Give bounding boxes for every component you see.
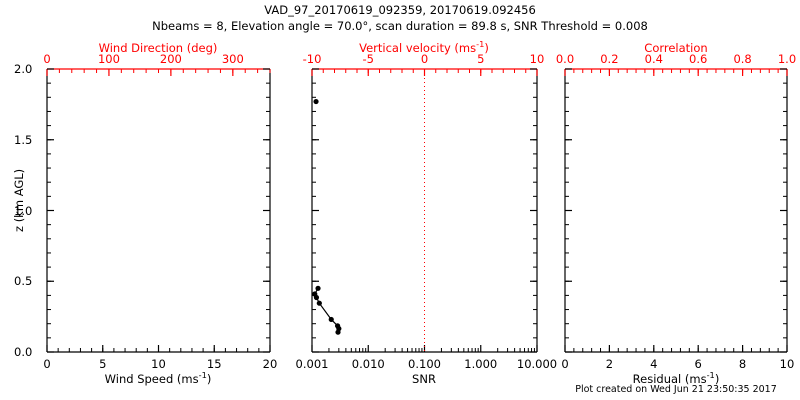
panel-3-xtick-5: 10 xyxy=(779,357,795,371)
panel-1-xtick-1: 5 xyxy=(99,357,107,371)
ytick-4: 2.0 xyxy=(14,62,33,76)
panel-3-top-xtick-4: 0.8 xyxy=(733,52,752,66)
ytick-2: 1.0 xyxy=(14,203,33,218)
panel2-top-xlabel-base: Vertical velocity (ms xyxy=(359,41,477,55)
panel-3-xtick-2: 4 xyxy=(650,357,658,371)
panel-1-bottom-ticks xyxy=(46,345,271,352)
panel-3-top-xtick-2: 0.4 xyxy=(644,52,663,66)
panel2-bottom-axis-label: SNR xyxy=(412,372,436,386)
panel-1-frame xyxy=(46,68,271,353)
panel-1-top-xtick-0: 0 xyxy=(43,52,51,66)
panel-1-xtick-0: 0 xyxy=(43,357,51,371)
panel1-xlabel-exponent: -1 xyxy=(198,370,207,381)
panel-1-top-xtick-2: 200 xyxy=(159,52,182,66)
panel-1-xtick-3: 15 xyxy=(206,357,222,371)
panel-2-xtick-4: 10.000 xyxy=(516,357,558,371)
panel1-top-axis-label: Wind Direction (deg) xyxy=(98,41,218,55)
panel-3-xtick-0: 0 xyxy=(561,357,569,371)
panel-2-top-xtick-0: -10 xyxy=(302,52,322,66)
panel2-top-xlabel-exponent: -1 xyxy=(476,39,485,50)
panel3-xlabel-base: Residual (ms xyxy=(632,372,707,386)
panel-2-xtick-2: 0.100 xyxy=(408,357,441,371)
panel-3-xtick-4: 8 xyxy=(738,357,747,371)
panel-2-data-point xyxy=(313,98,319,105)
panel2-top-axis-label: Vertical velocity (ms-1) xyxy=(359,39,489,55)
panel-2-top-xtick-1: -5 xyxy=(362,52,374,66)
panel1-bottom-axis-label: Wind Speed (ms-1) xyxy=(104,370,212,386)
panel-1-xtick-4: 20 xyxy=(262,357,278,371)
panel-3-bottom-ticks xyxy=(564,345,788,352)
figure-footer: Plot created on Wed Jun 21 23:50:35 2017 xyxy=(575,384,777,395)
panel-2-data-point xyxy=(315,285,321,291)
panel-2-top-xtick-2: 0 xyxy=(420,52,429,66)
panel-3-y-ticks xyxy=(565,68,787,353)
ytick-0: 0.0 xyxy=(14,345,33,359)
panel-2-top-xtick-3: 5 xyxy=(477,52,485,66)
panel-2-xtick-0: 0.001 xyxy=(295,357,329,371)
panel-2-xtick-3: 1.000 xyxy=(464,357,498,371)
panel-2-data-point xyxy=(313,294,320,301)
panel-2-data-point xyxy=(335,329,341,335)
panel3-xlabel-exponent: -1 xyxy=(706,370,715,381)
panel-2-top-xtick-4: 10 xyxy=(529,52,545,66)
panel-2-data-point xyxy=(328,316,334,323)
panel-1-top-xtick-3: 300 xyxy=(221,52,244,66)
figure-subtitle: Nbeams = 8, Elevation angle = 70.0°, sca… xyxy=(152,19,648,33)
panel-1-top-ticks xyxy=(46,69,271,76)
panel-2-bottom-ticks xyxy=(311,345,538,352)
panel-1-y-ticks xyxy=(47,68,270,353)
panel3-top-axis-label: Correlation xyxy=(644,41,708,55)
panel1-xlabel-base: Wind Speed (ms xyxy=(104,372,199,386)
panel3-xlabel-tail: ) xyxy=(714,372,720,386)
panel-3-top-xtick-3: 0.6 xyxy=(689,52,708,66)
panel-1-top-xtick-1: 100 xyxy=(97,52,120,66)
panel-3-top-xtick-5: 1.0 xyxy=(777,52,797,66)
figure-title: VAD_97_20170619_092359, 20170619.092456 xyxy=(264,3,536,17)
panel-3-xtick-3: 6 xyxy=(694,357,702,371)
panel-2-data-point xyxy=(316,300,322,306)
panel1-xlabel-tail: ) xyxy=(206,372,212,386)
panel-1-xtick-2: 10 xyxy=(151,357,166,371)
panel-2-xtick-1: 0.010 xyxy=(351,357,385,371)
panel-3-xtick-1: 2 xyxy=(605,357,614,371)
ytick-1: 0.5 xyxy=(14,274,33,289)
panel3-bottom-axis-label: Residual (ms-1) xyxy=(632,370,720,386)
panel-3-frame xyxy=(564,68,788,353)
panel-3-top-xtick-1: 0.2 xyxy=(600,52,619,66)
panel-3-top-ticks xyxy=(564,69,788,76)
panel-3-top-xtick-0: 0.0 xyxy=(555,52,575,66)
ytick-3: 1.5 xyxy=(14,132,33,147)
panel-2-y-ticks xyxy=(312,68,537,353)
panel2-top-xlabel-tail: ) xyxy=(484,41,489,55)
